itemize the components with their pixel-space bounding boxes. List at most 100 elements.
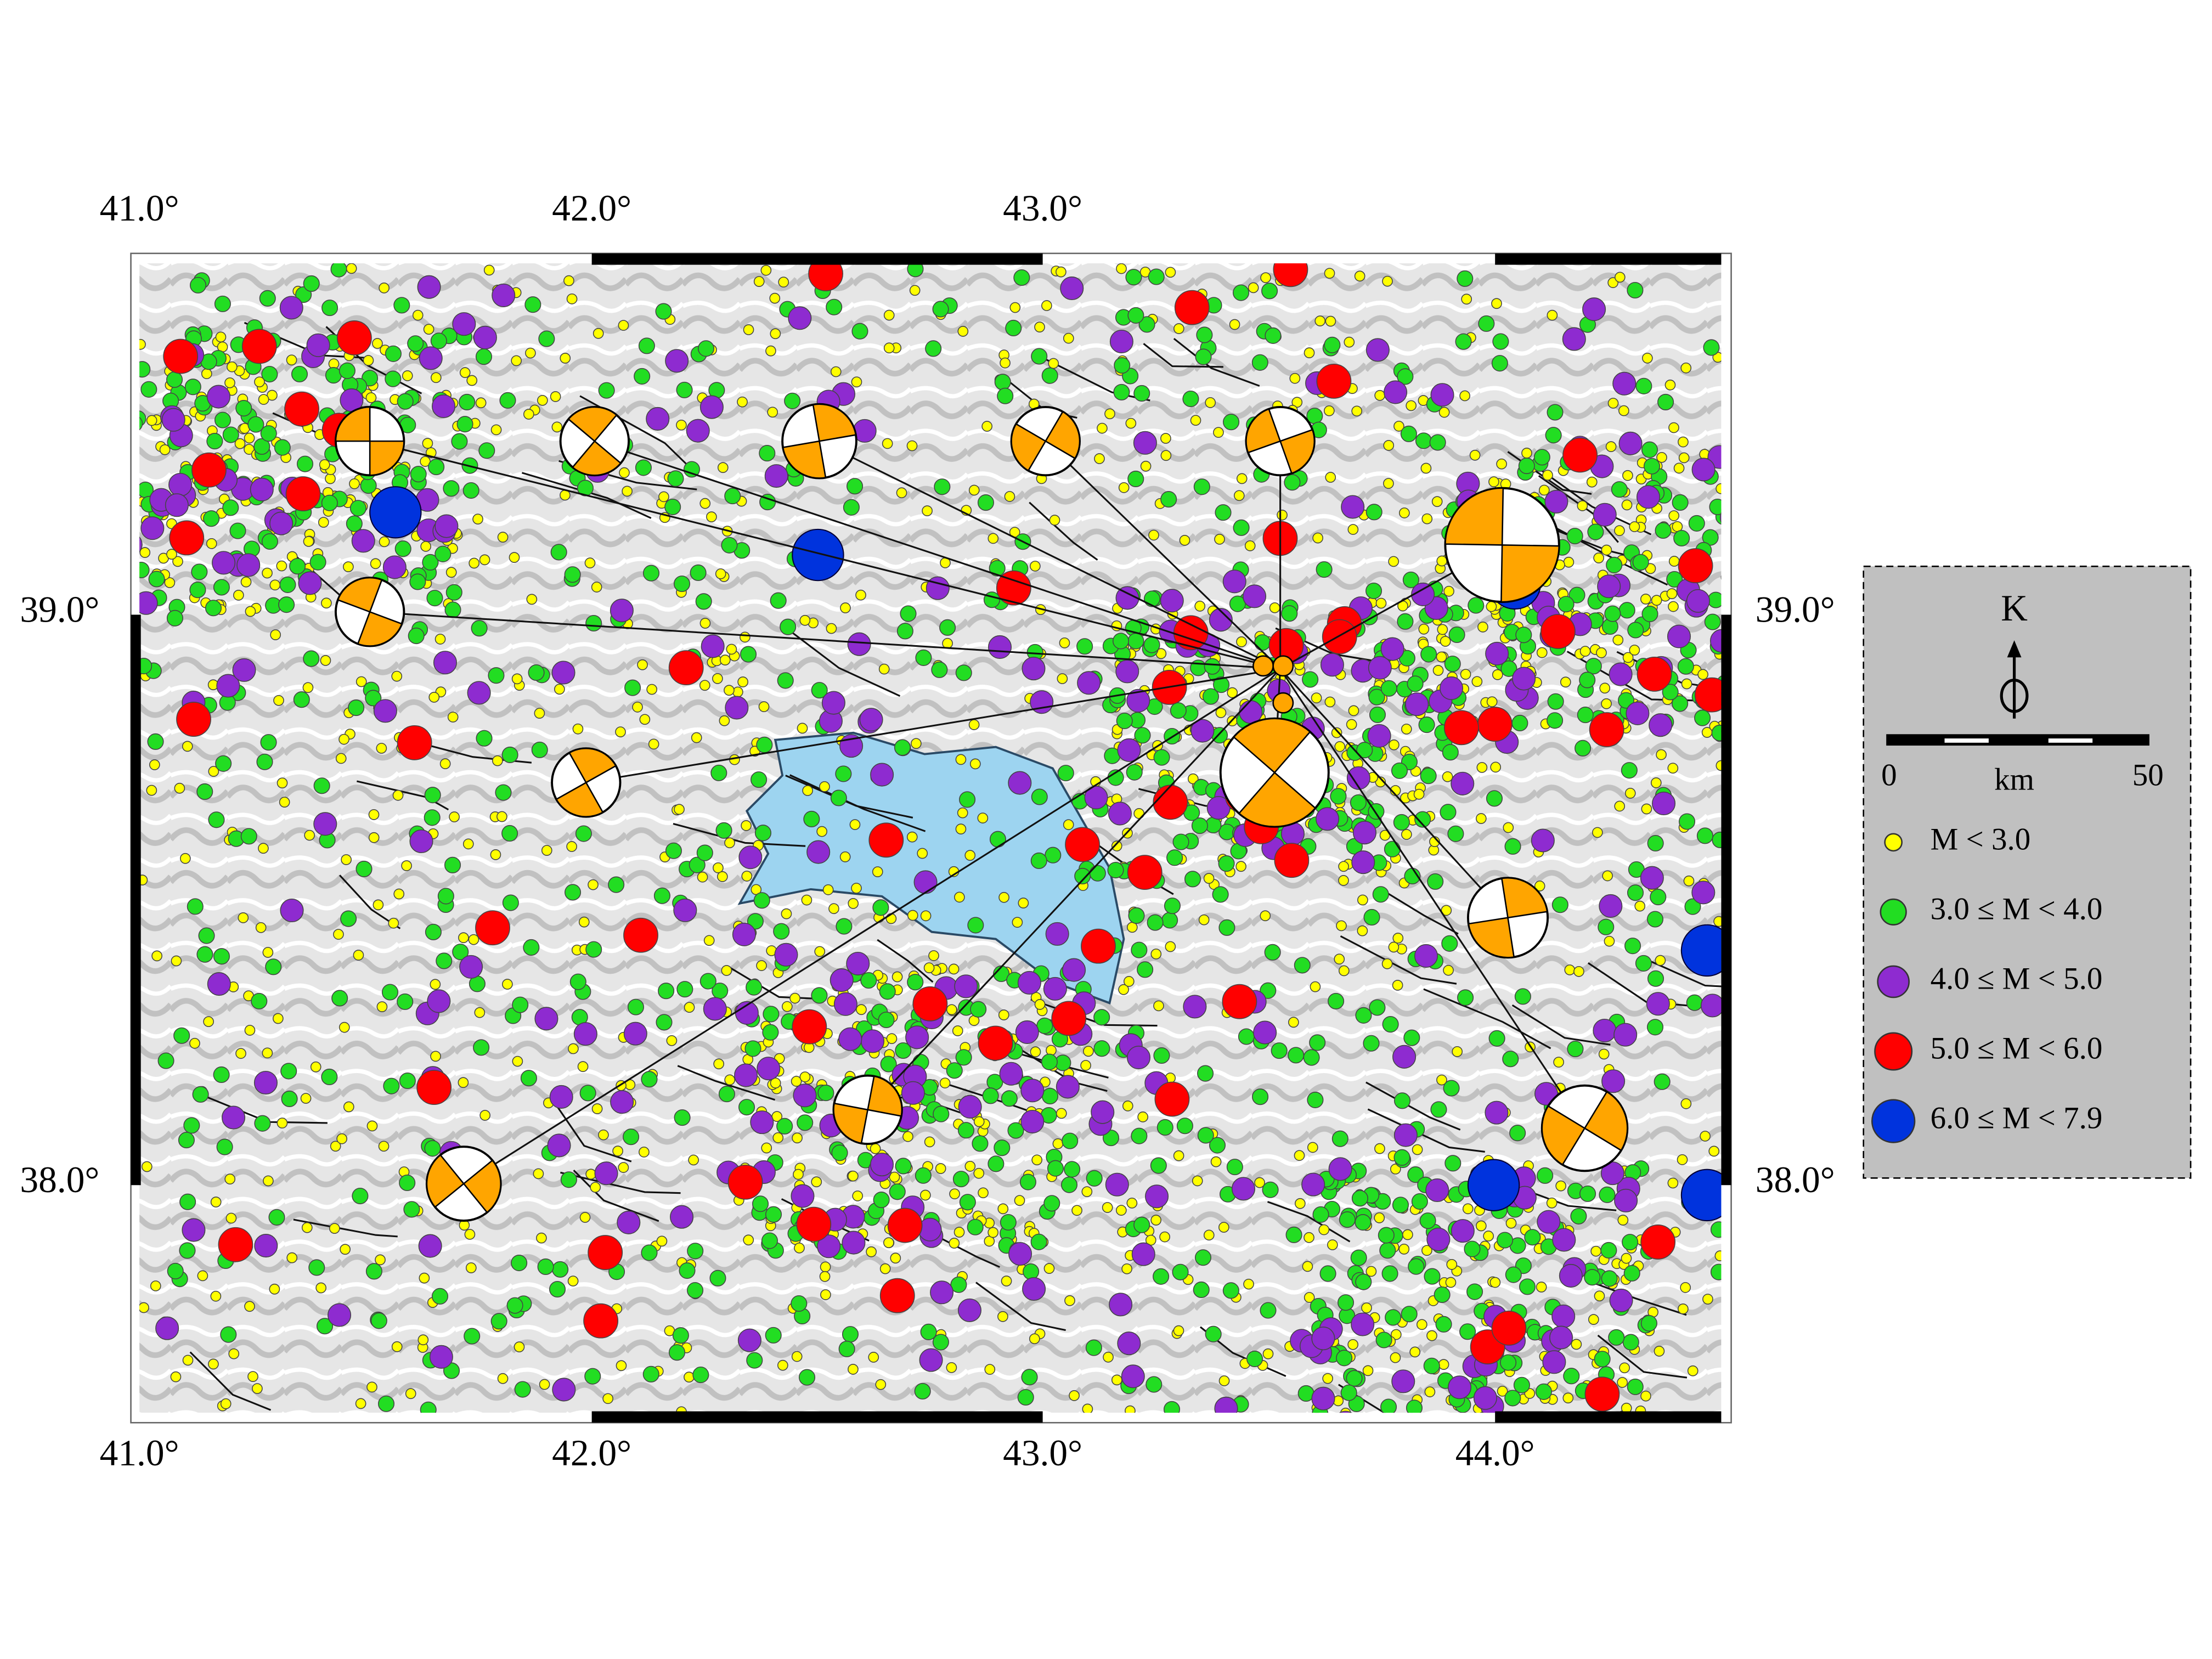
epicentre (422, 554, 439, 571)
epicentre-large (1467, 1159, 1520, 1211)
epicentre (1475, 813, 1487, 824)
epicentre (699, 498, 711, 509)
epicentre (393, 888, 405, 900)
epicentre (1489, 1277, 1501, 1288)
epicentre (718, 1086, 735, 1103)
epicentre (879, 1278, 915, 1313)
epicentre (673, 575, 691, 592)
epicentre (1056, 1075, 1080, 1099)
epicentre (409, 573, 426, 590)
epicentre (1486, 696, 1498, 708)
epicentre (459, 955, 483, 979)
epicentre (1555, 1180, 1566, 1192)
epicentre (926, 576, 950, 600)
epicentre (1045, 922, 1069, 946)
epicentre (1233, 519, 1250, 536)
epicentre (1558, 596, 1575, 613)
epicentre (1485, 1101, 1509, 1125)
epicentre (215, 331, 227, 343)
epicentre (1614, 1188, 1638, 1212)
epicentre (1703, 339, 1720, 356)
epicentre (1471, 676, 1483, 687)
epicentre (166, 371, 183, 388)
epicentre (1121, 1364, 1145, 1389)
epicentre (762, 1024, 779, 1041)
epicentre (830, 366, 842, 377)
fault-line (1379, 888, 1459, 935)
epicentre (1133, 1216, 1150, 1233)
epicentre (1013, 269, 1030, 286)
epicentre (890, 1252, 901, 1264)
epicentre (618, 1162, 629, 1173)
epicentre (139, 657, 153, 675)
epicentre (882, 438, 893, 449)
epicentre (1401, 1306, 1418, 1323)
epicentre (922, 505, 933, 516)
epicentre (1547, 712, 1564, 729)
epicentre (169, 520, 205, 556)
epicentre (458, 1077, 469, 1088)
epicentre (293, 691, 310, 708)
epicentre (846, 951, 870, 975)
epicentre (646, 407, 670, 431)
epicentre (1629, 645, 1640, 656)
epicentre (111, 336, 121, 346)
epicentre (973, 1167, 985, 1179)
epicentre (672, 1327, 689, 1344)
epicentre (1511, 714, 1528, 731)
epicentre (1751, 538, 1761, 548)
epicentre (1598, 1048, 1610, 1060)
focal-mechanism (551, 747, 622, 818)
epicentre (383, 1077, 400, 1094)
mechanism-link (369, 440, 1281, 670)
epicentre (764, 464, 788, 488)
fault-line (1173, 337, 1260, 387)
epicentre (883, 309, 895, 321)
epicentre (1203, 873, 1215, 884)
epicentre (139, 338, 146, 350)
epicentre (1380, 637, 1404, 661)
epicentre (146, 785, 157, 796)
epicentre (1518, 458, 1535, 475)
epicentre (706, 511, 717, 522)
epicentre (1062, 1132, 1079, 1149)
epicentre (341, 854, 352, 865)
epicentre (1492, 333, 1509, 350)
epicentre (412, 309, 424, 321)
epicentre (1019, 1173, 1036, 1190)
epicentre (1030, 561, 1041, 572)
epicentre (598, 382, 615, 399)
epicentre (856, 1004, 867, 1015)
epicentre (1621, 499, 1633, 511)
epicentre (368, 809, 380, 820)
epicentre (977, 812, 989, 823)
epicentre (512, 996, 529, 1013)
epicentre (479, 554, 490, 566)
epicentre-large (1680, 924, 1722, 977)
epicentre (435, 545, 452, 562)
epicentre (1614, 272, 1626, 283)
epicentre (165, 493, 189, 517)
epicentre (168, 472, 193, 497)
epicentre (1468, 597, 1485, 614)
epicentre (1116, 263, 1127, 274)
epicentre (554, 684, 565, 695)
epicentre (176, 702, 211, 737)
epicentre (492, 755, 503, 766)
epicentre (1340, 1384, 1357, 1401)
epicentre (523, 939, 540, 956)
epicentre (1667, 1177, 1679, 1189)
epicentre (935, 1163, 946, 1174)
epicentre (1197, 1127, 1214, 1144)
epicentre (1307, 1091, 1324, 1108)
epicentre (537, 394, 548, 406)
epicentre (1271, 1042, 1288, 1059)
epicentre (458, 932, 469, 944)
epicentre (868, 822, 904, 858)
epicentre (1205, 1325, 1222, 1342)
epicentre (1077, 671, 1101, 695)
epicentre (1546, 1197, 1558, 1209)
epicentre (1351, 1312, 1375, 1336)
epicentre (363, 355, 374, 366)
epicentre (820, 1289, 831, 1300)
